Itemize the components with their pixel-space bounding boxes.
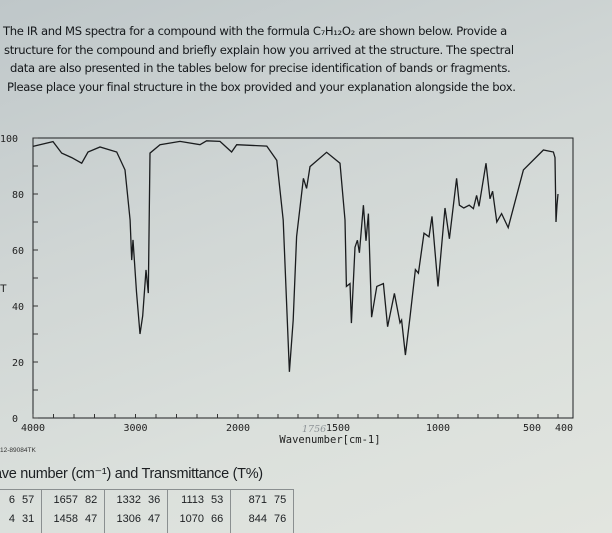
spectrum-line [32,140,559,372]
wavenumber-value: 1281 [113,532,141,533]
wavenumber-value: 1070 [179,512,204,525]
transmittance-value: 66 [211,512,224,525]
table-cell: 1070 66 [167,509,231,528]
transmittance-value: 75 [274,493,287,506]
transmittance-value: 51 [148,532,162,533]
table-cell: 1000 47 [167,528,231,533]
table-row: 4 31 1458 47 1306 47 1070 66 844 76 [0,509,294,528]
x-axis-label: Wavenumber[cm-1] [279,434,380,446]
x-tick-label: 3000 [123,423,147,434]
table-cell: 706 70 [230,528,294,533]
table-cell: 844 76 [230,509,294,528]
wavenumber-value: 871 [248,493,267,506]
transmittance-value: 47 [85,512,98,525]
question-prompt: The IR and MS spectra for a compound wit… [3,22,612,96]
table-cell [0,528,42,533]
x-tick-label: 1500 [326,423,350,434]
table-cell: 1458 47 [41,509,105,528]
wavenumber-value: 1000 [176,532,204,533]
wavenumber-value: 1306 [116,512,141,525]
y-tick-label: 20 [12,358,24,369]
y-axis-label: T [0,283,7,295]
y-tick-label: 40 [12,302,24,313]
table-cell: 871 75 [230,489,294,509]
y-tick-label: 60 [12,246,24,257]
table-cell: 4 31 [0,509,42,528]
table-cell: 6 57 [0,489,42,509]
wavenumber-value: 1113 [181,493,204,506]
table-cell: 1657 82 [41,489,105,509]
y-tick-label: 0 [12,414,18,425]
y-tick-label: 100 [0,134,18,145]
wavenumber-value: 1657 [53,493,78,506]
wavenumber-value: 706 [239,532,267,533]
transmittance-value: 76 [274,512,287,525]
x-tick-label: 4000 [21,423,45,434]
y-tick-label: 80 [12,190,24,201]
transmittance-value: 47 [148,512,161,525]
handwritten-note: 1756 [302,424,326,435]
wavenumber-value: 4 [8,512,15,525]
x-tick-label: 2000 [226,423,250,434]
prompt-line: data are also presented in the tables be… [10,61,511,76]
x-tick-label: 400 [555,423,573,434]
table-cell: 1332 36 [104,489,168,509]
table-cell: 1306 47 [104,509,168,528]
x-tick-label: 500 [523,423,541,434]
table-cell: 1113 53 [167,489,231,509]
table-cell [41,528,105,533]
transmittance-value: 70 [274,532,288,533]
transmittance-value: 47 [211,532,225,533]
wavenumber-value: 844 [248,512,267,525]
transmittance-value: 57 [22,493,35,506]
x-tick-label: 1000 [426,423,450,434]
transmittance-value: 53 [211,493,224,506]
wavenumber-value: 6 [8,493,15,506]
transmittance-table: 6 57 1657 82 1332 36 1113 53 871 75 4 31 1458 47 1306 4… [0,489,294,533]
transmittance-value: 31 [22,512,35,525]
transmittance-value: 36 [148,493,161,506]
wavenumber-value: 1332 [116,493,141,506]
spectrum-code: 12-89084TK [0,447,36,454]
table-row: 6 57 1657 82 1332 36 1113 53 871 75 [0,489,294,509]
table-cell: 1281 51 [104,528,168,533]
table-row: 1281 51 1000 47 706 70 [0,528,294,533]
prompt-line: structure for the compound and briefly e… [4,42,514,57]
prompt-line: The IR and MS spectra for a compound wit… [3,24,507,38]
transmittance-value: 82 [85,493,98,506]
prompt-line: Please place your final structure in the… [7,79,516,94]
wavenumber-value: 1458 [53,512,78,525]
table-title: ave number (cm⁻¹) and Transmittance (T%) [0,466,263,482]
